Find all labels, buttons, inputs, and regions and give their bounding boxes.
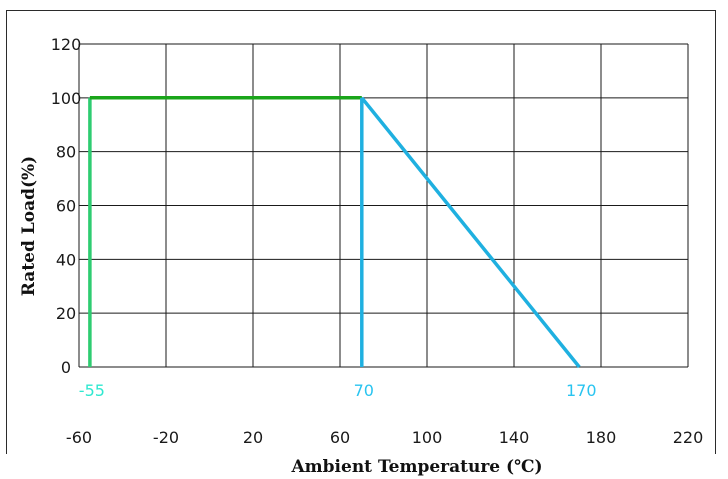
series-layer — [88, 96, 581, 369]
x-tick-label-4: 100 — [412, 428, 443, 447]
x-tick-label-3: 60 — [330, 428, 350, 447]
marker-label-0: -55 — [79, 381, 105, 400]
x-tick-label-0: -60 — [66, 428, 92, 447]
x-tick-label-2: 20 — [243, 428, 263, 447]
x-tick-labels: -60 -20 20 60 100 140 180 220 — [66, 428, 703, 447]
marker-label-2: 170 — [566, 381, 597, 400]
grid — [78, 43, 689, 368]
y-tick-label-5: 100 — [51, 89, 82, 108]
y-axis-title: Rated Load(%) — [19, 156, 39, 296]
marker-label-1: 70 — [354, 381, 374, 400]
x-tick-label-6: 180 — [586, 428, 617, 447]
y-tick-label-6: 120 — [51, 35, 82, 54]
x-axis-title: Ambient Temperature (℃) — [290, 457, 542, 477]
x-tick-label-7: 220 — [673, 428, 704, 447]
x-tick-label-1: -20 — [153, 428, 179, 447]
y-tick-label-1: 20 — [56, 304, 76, 323]
chart-frame — [6, 10, 716, 454]
y-tick-label-2: 40 — [56, 250, 76, 269]
marker-labels: -55 70 170 — [79, 381, 597, 400]
y-tick-labels: 0 20 40 60 80 100 120 — [51, 35, 82, 377]
x-tick-label-5: 140 — [499, 428, 530, 447]
series-line-3 — [360, 96, 581, 369]
y-tick-label-4: 80 — [56, 143, 76, 162]
y-tick-label-0: 0 — [61, 358, 71, 377]
y-tick-label-3: 60 — [56, 197, 76, 216]
